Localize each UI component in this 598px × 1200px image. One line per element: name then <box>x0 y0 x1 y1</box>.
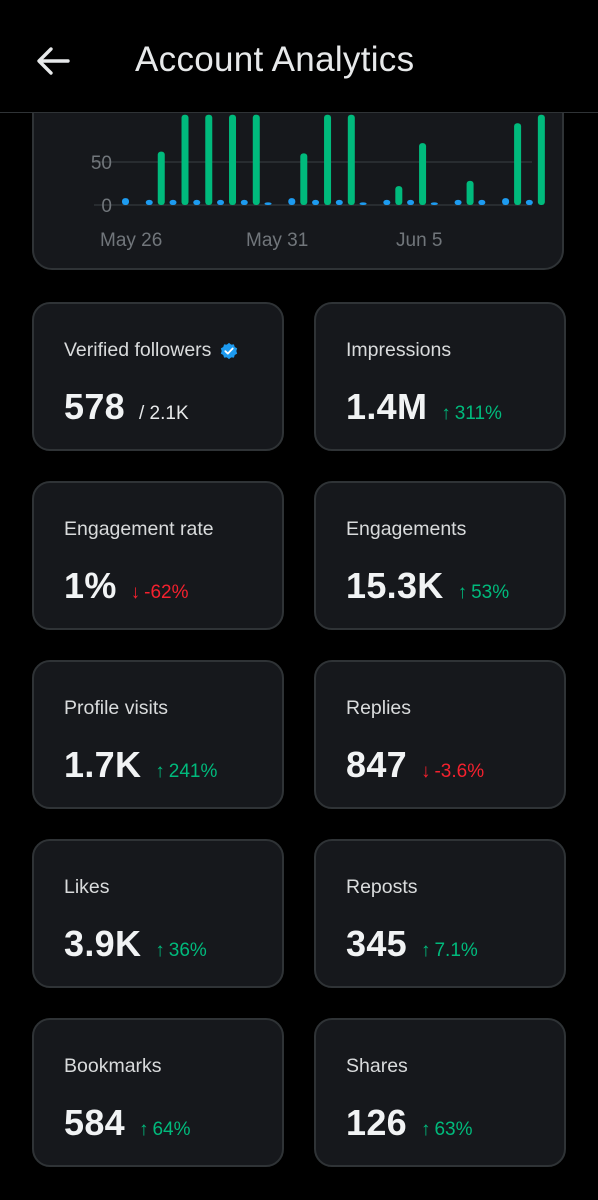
metric-label: Engagements <box>346 518 467 540</box>
daily-chart: 50 0 May 26 May 31 Jun 5 <box>91 114 545 251</box>
metric-change: ↓ -62% <box>130 582 189 603</box>
bar-blue <box>359 202 367 205</box>
bar-green <box>514 123 522 205</box>
metric-change: ↑ 36% <box>155 940 207 961</box>
bar-blue <box>122 198 129 205</box>
metric-card-engagements[interactable]: Engagements 15.3K ↑ 53% <box>314 481 566 630</box>
x-tick-label: May 31 <box>246 230 308 251</box>
metric-label: Bookmarks <box>64 1055 162 1077</box>
arrow-up-icon: ↑ <box>155 940 165 961</box>
metric-value: 847 <box>346 744 407 785</box>
metric-value: 345 <box>346 923 407 964</box>
arrow-up-icon: ↑ <box>420 940 431 961</box>
metric-label: Replies <box>346 697 412 719</box>
bar-green <box>537 114 545 205</box>
y-tick-label: 50 <box>91 153 112 174</box>
bar-green <box>347 114 355 205</box>
metric-label: Impressions <box>346 339 452 361</box>
bar-green <box>252 114 260 205</box>
metric-value: 15.3K <box>346 565 444 606</box>
arrow-down-icon: ↓ <box>130 582 141 603</box>
app-header: Account Analytics <box>0 0 598 113</box>
bar-blue <box>240 199 248 205</box>
metric-card-replies[interactable]: Replies 847 ↓ -3.6% <box>314 660 566 809</box>
arrow-left-icon <box>37 47 70 75</box>
arrow-up-icon: ↑ <box>155 761 165 782</box>
x-tick-label: May 26 <box>100 230 162 251</box>
metric-card-engagement-rate[interactable]: Engagement rate 1% ↓ -62% <box>32 481 284 630</box>
metric-total: / 2.1K <box>138 403 189 424</box>
metric-card-bookmarks[interactable]: Bookmarks 584 ↑ 64% <box>32 1018 284 1167</box>
metric-card-reposts[interactable]: Reposts 345 ↑ 7.1% <box>314 839 566 988</box>
bar-blue <box>430 202 438 205</box>
bar-blue <box>145 199 153 205</box>
metric-value: 1% <box>64 565 117 606</box>
bar-green <box>395 186 403 205</box>
metric-change: ↑ 241% <box>155 761 218 782</box>
bar-green <box>181 114 189 205</box>
metric-label: Likes <box>64 876 110 898</box>
arrow-up-icon: ↑ <box>420 1119 431 1140</box>
metric-card-shares[interactable]: Shares 126 ↑ 63% <box>314 1018 566 1167</box>
bar-green <box>324 114 332 205</box>
arrow-up-icon: ↑ <box>441 403 451 424</box>
metric-card-profile-visits[interactable]: Profile visits 1.7K ↑ 241% <box>32 660 284 809</box>
bar-blue <box>525 199 533 205</box>
bar-blue <box>454 199 462 205</box>
metric-card-likes[interactable]: Likes 3.9K ↑ 36% <box>32 839 284 988</box>
metrics-grid: Verified followers 578 / 2.1K Impression… <box>32 302 566 1167</box>
bar-green <box>157 151 165 205</box>
bar-green <box>205 114 213 205</box>
metric-change: ↑ 311% <box>441 403 502 424</box>
bar-green <box>300 153 308 205</box>
bar-blue <box>288 198 296 205</box>
metric-label: Engagement rate <box>64 518 214 540</box>
bar-blue <box>264 202 272 205</box>
bar-blue <box>502 198 510 205</box>
metric-value: 3.9K <box>64 923 142 964</box>
bar-blue <box>169 199 177 205</box>
metric-card-verified-followers[interactable]: Verified followers 578 / 2.1K <box>32 302 284 451</box>
arrow-down-icon: ↓ <box>420 761 431 782</box>
back-button[interactable] <box>30 38 76 84</box>
metric-label: Verified followers <box>64 339 212 361</box>
page-title: Account Analytics <box>135 40 415 79</box>
metric-change: ↑ 63% <box>420 1119 473 1140</box>
bar-blue <box>335 199 343 205</box>
bar-blue <box>383 199 391 205</box>
bar-blue <box>312 199 320 205</box>
arrow-up-icon: ↑ <box>138 1119 149 1140</box>
metric-value: 1.7K <box>64 744 142 785</box>
x-tick-label: Jun 5 <box>396 230 442 251</box>
y-tick-label: 0 <box>101 196 112 217</box>
metric-label: Shares <box>346 1055 408 1077</box>
metric-card-impressions[interactable]: Impressions 1.4M ↑ 311% <box>314 302 566 451</box>
metric-change: ↑ 53% <box>457 582 510 603</box>
verified-badge-icon <box>221 342 238 359</box>
metric-change: ↑ 7.1% <box>420 940 478 961</box>
metric-change: ↓ -3.6% <box>420 761 485 782</box>
bar-green <box>419 143 427 205</box>
bar-green <box>229 114 237 205</box>
metric-value: 126 <box>346 1102 407 1143</box>
metric-change: ↑ 64% <box>138 1119 191 1140</box>
bar-blue <box>217 199 225 205</box>
metric-label: Profile visits <box>64 697 169 719</box>
bar-blue <box>407 199 415 205</box>
bar-blue <box>478 199 486 205</box>
bar-green <box>466 180 474 205</box>
metric-value: 584 <box>64 1102 125 1143</box>
metric-value: 1.4M <box>346 386 428 427</box>
metric-value: 578 <box>64 386 125 427</box>
bar-blue <box>193 199 201 205</box>
metric-label: Reposts <box>346 876 418 898</box>
arrow-up-icon: ↑ <box>457 582 468 603</box>
